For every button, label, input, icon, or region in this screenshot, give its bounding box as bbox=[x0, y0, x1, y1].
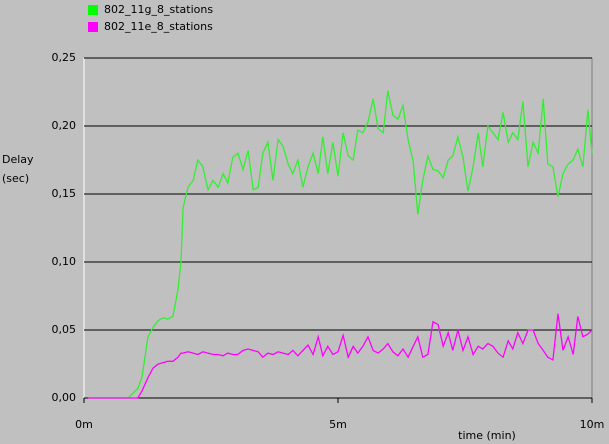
legend-swatch bbox=[88, 5, 98, 15]
y-tick-label: 0,25 bbox=[52, 51, 77, 64]
y-axis-label: (sec) bbox=[2, 172, 29, 185]
series-line bbox=[88, 313, 593, 399]
series-line bbox=[88, 90, 593, 399]
y-tick-label: 0,10 bbox=[52, 255, 77, 268]
y-tick-label: 0,00 bbox=[52, 391, 77, 404]
y-tick-label: 0,05 bbox=[52, 323, 77, 336]
x-axis-label: time (min) bbox=[458, 429, 516, 442]
legend-swatch bbox=[88, 22, 98, 32]
y-tick-label: 0,20 bbox=[52, 119, 77, 132]
y-tick-label: 0,15 bbox=[52, 187, 77, 200]
legend-label: 802_11e_8_stations bbox=[104, 20, 213, 33]
x-tick-label: 5m bbox=[329, 418, 347, 431]
legend-label: 802_11g_8_stations bbox=[104, 3, 213, 16]
y-axis-label: Delay bbox=[2, 153, 34, 166]
x-tick-label: 0m bbox=[75, 418, 93, 431]
x-tick-label: 10m bbox=[580, 418, 605, 431]
